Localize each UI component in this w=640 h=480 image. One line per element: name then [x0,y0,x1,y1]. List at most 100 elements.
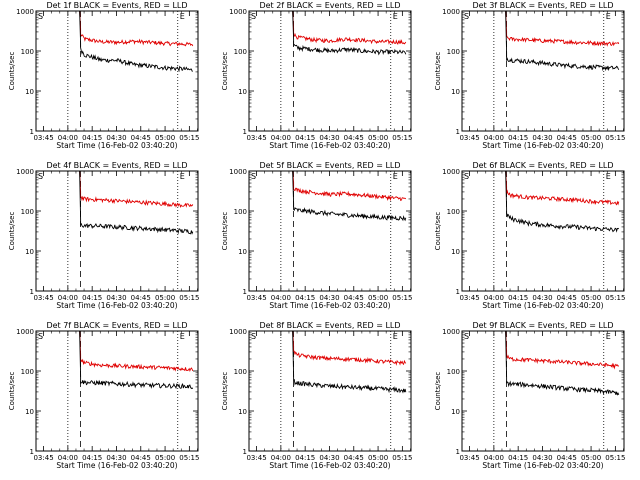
series-events [79,10,193,73]
plot-frame [35,170,199,292]
y-tick-label: 10 [451,248,460,256]
corner-label-start: S [251,12,256,21]
plot-frame [461,10,625,132]
x-tick-label: 04:00 [484,454,504,462]
series-lld [505,330,620,370]
corner-label-end: E [180,172,185,181]
x-tick-label: 05:00 [155,454,175,462]
x-tick-label: 05:15 [179,134,199,142]
x-tick-label: 05:00 [581,454,601,462]
x-tick-label: 05:15 [605,134,625,142]
y-tick-label: 1000 [229,328,247,336]
plot-frame [35,330,199,452]
corner-label-end: E [606,332,611,341]
x-axis-label: Start Time (16-Feb-02 03:40:20) [482,461,603,470]
series-lld [79,330,194,372]
x-tick-label: 03:45 [246,294,266,302]
x-tick-label: 04:45 [131,294,151,302]
x-tick-label: 04:15 [82,454,102,462]
y-tick-label: 1000 [16,8,34,16]
y-tick-label: 10 [451,408,460,416]
y-tick-label: 100 [447,208,460,216]
y-tick-label: 100 [234,368,247,376]
y-tick-label: 1 [243,288,247,296]
x-tick-label: 03:45 [33,454,53,462]
corner-label-end: E [180,12,185,21]
corner-label-start: S [251,172,256,181]
y-tick-label: 1 [30,448,34,456]
x-tick-label: 05:00 [581,294,601,302]
x-tick-label: 05:00 [368,454,388,462]
corner-label-start: S [464,332,469,341]
x-tick-label: 04:30 [532,454,552,462]
x-tick-label: 04:30 [106,134,126,142]
corner-label-start: S [251,332,256,341]
y-tick-label: 1000 [442,328,460,336]
panel-title: Det 6f BLACK = Events, RED = LLD [472,161,613,170]
panel-title: Det 4f BLACK = Events, RED = LLD [46,161,187,170]
x-tick-label: 05:00 [368,294,388,302]
x-tick-label: 04:30 [319,294,339,302]
series-lld [79,10,194,47]
series-events [505,330,620,396]
y-tick-label: 10 [451,88,460,96]
series-lld [292,10,407,45]
series-lld [292,170,407,202]
y-tick-label: 1 [30,128,34,136]
series-events [79,330,194,390]
plot-frame [461,170,625,292]
corner-label-end: E [393,332,398,341]
x-tick-label: 04:30 [532,294,552,302]
x-tick-label: 04:45 [131,454,151,462]
x-axis-label: Start Time (16-Feb-02 03:40:20) [56,461,177,470]
x-tick-label: 03:45 [459,134,479,142]
corner-label-start: S [464,172,469,181]
x-tick-label: 04:30 [319,454,339,462]
panel-title: Det 1f BLACK = Events, RED = LLD [46,1,187,10]
corner-label-start: S [38,332,43,341]
y-tick-label: 1000 [442,8,460,16]
y-axis-label: Counts/sec [434,372,442,411]
x-axis-label: Start Time (16-Feb-02 03:40:20) [56,301,177,310]
x-tick-label: 04:45 [557,134,577,142]
x-tick-label: 03:45 [459,454,479,462]
y-axis-label: Counts/sec [434,52,442,91]
corner-label-start: S [38,12,43,21]
x-tick-label: 03:45 [33,294,53,302]
x-axis-label: Start Time (16-Feb-02 03:40:20) [269,461,390,470]
x-axis-label: Start Time (16-Feb-02 03:40:20) [482,141,603,150]
x-tick-label: 04:15 [82,134,102,142]
series-lld [505,10,620,47]
y-tick-label: 1000 [229,168,247,176]
y-tick-label: 1 [456,128,460,136]
x-tick-label: 05:15 [605,294,625,302]
y-tick-label: 10 [25,248,34,256]
x-tick-label: 04:30 [532,134,552,142]
corner-label-end: E [606,12,611,21]
corner-label-start: S [38,172,43,181]
x-tick-label: 05:15 [179,454,199,462]
x-tick-label: 04:45 [557,454,577,462]
x-tick-label: 04:00 [58,294,78,302]
x-tick-label: 04:45 [344,454,364,462]
series-lld [505,170,620,206]
series-events [292,330,407,394]
y-tick-label: 10 [25,88,34,96]
y-tick-label: 100 [21,48,34,56]
y-tick-label: 1000 [16,328,34,336]
series-events [505,10,620,72]
corner-label-start: S [464,12,469,21]
x-axis-label: Start Time (16-Feb-02 03:40:20) [269,141,390,150]
panel-title: Det 5f BLACK = Events, RED = LLD [259,161,400,170]
x-tick-label: 04:15 [508,134,528,142]
x-tick-label: 05:00 [368,134,388,142]
x-axis-label: Start Time (16-Feb-02 03:40:20) [56,141,177,150]
series-lld [292,330,407,366]
